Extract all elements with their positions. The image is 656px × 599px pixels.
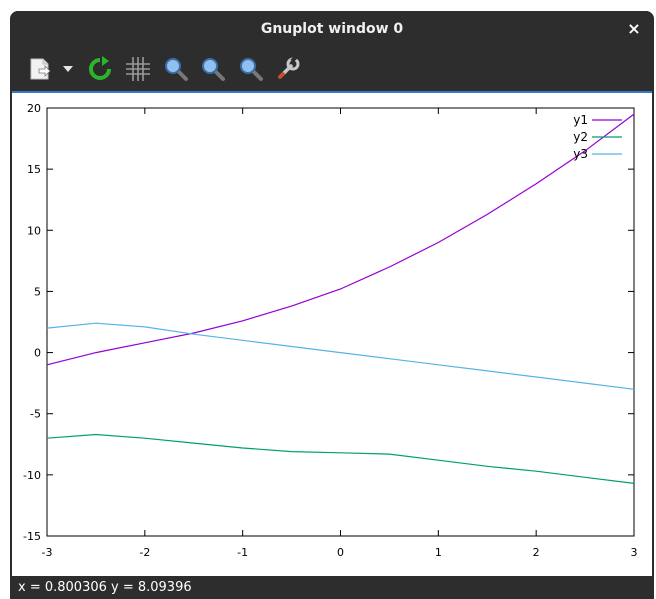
grid-icon (126, 57, 150, 81)
autoscale-button[interactable] (237, 55, 265, 83)
series-line-y2 (46, 433, 635, 484)
x-tick-label: 3 (631, 546, 638, 559)
y-tick-label: -10 (23, 469, 41, 482)
export-button[interactable] (26, 55, 54, 83)
y-tick-label: 10 (27, 224, 41, 237)
zoom-next-icon (202, 58, 225, 81)
grid-button[interactable] (124, 55, 152, 83)
replot-icon (89, 56, 111, 80)
close-button[interactable]: × (627, 19, 641, 38)
title-bar[interactable]: Gnuplot window 0 × (10, 11, 654, 47)
y-tick-label: -5 (30, 408, 41, 421)
autoscale-icon (240, 58, 263, 81)
gnuplot-window: Gnuplot window 0 × (10, 11, 654, 599)
y-tick-label: 0 (34, 347, 41, 360)
x-tick-label: 1 (435, 546, 442, 559)
settings-wrench-icon (278, 55, 300, 79)
status-bar: x = 0.800306 y = 8.09396 (10, 576, 654, 599)
legend-label-y3: y3 (573, 147, 588, 161)
settings-button[interactable] (274, 55, 302, 83)
series-line-y3 (46, 322, 635, 390)
export-menu-button[interactable] (58, 55, 78, 83)
legend-label-y1: y1 (573, 113, 588, 127)
x-tick-label: 0 (337, 546, 344, 559)
series-line-y1 (46, 113, 635, 366)
zoom-next-button[interactable] (199, 55, 227, 83)
x-tick-label: -1 (237, 546, 248, 559)
legend-label-y2: y2 (573, 130, 588, 144)
plot-border (46, 107, 635, 537)
y-tick-label: 15 (27, 163, 41, 176)
export-icon (30, 58, 51, 80)
cursor-coordinates: x = 0.800306 y = 8.09396 (18, 580, 192, 595)
window-title: Gnuplot window 0 (260, 21, 404, 37)
toolbar (10, 47, 654, 91)
x-tick-label: -2 (139, 546, 150, 559)
x-tick-label: 2 (533, 546, 540, 559)
y-tick-label: -15 (23, 530, 41, 543)
x-tick-label: -3 (42, 546, 53, 559)
plot-area[interactable]: -3 -2 -1 0 1 2 3 -15 -10 -5 0 5 10 15 20 y1 y2 y3 (12, 91, 652, 576)
replot-button[interactable] (86, 55, 114, 83)
zoom-prev-icon (165, 58, 188, 81)
y-tick-label: 20 (27, 102, 41, 115)
zoom-previous-button[interactable] (162, 55, 190, 83)
y-tick-label: 5 (34, 285, 41, 298)
dropdown-arrow-icon (63, 66, 73, 72)
